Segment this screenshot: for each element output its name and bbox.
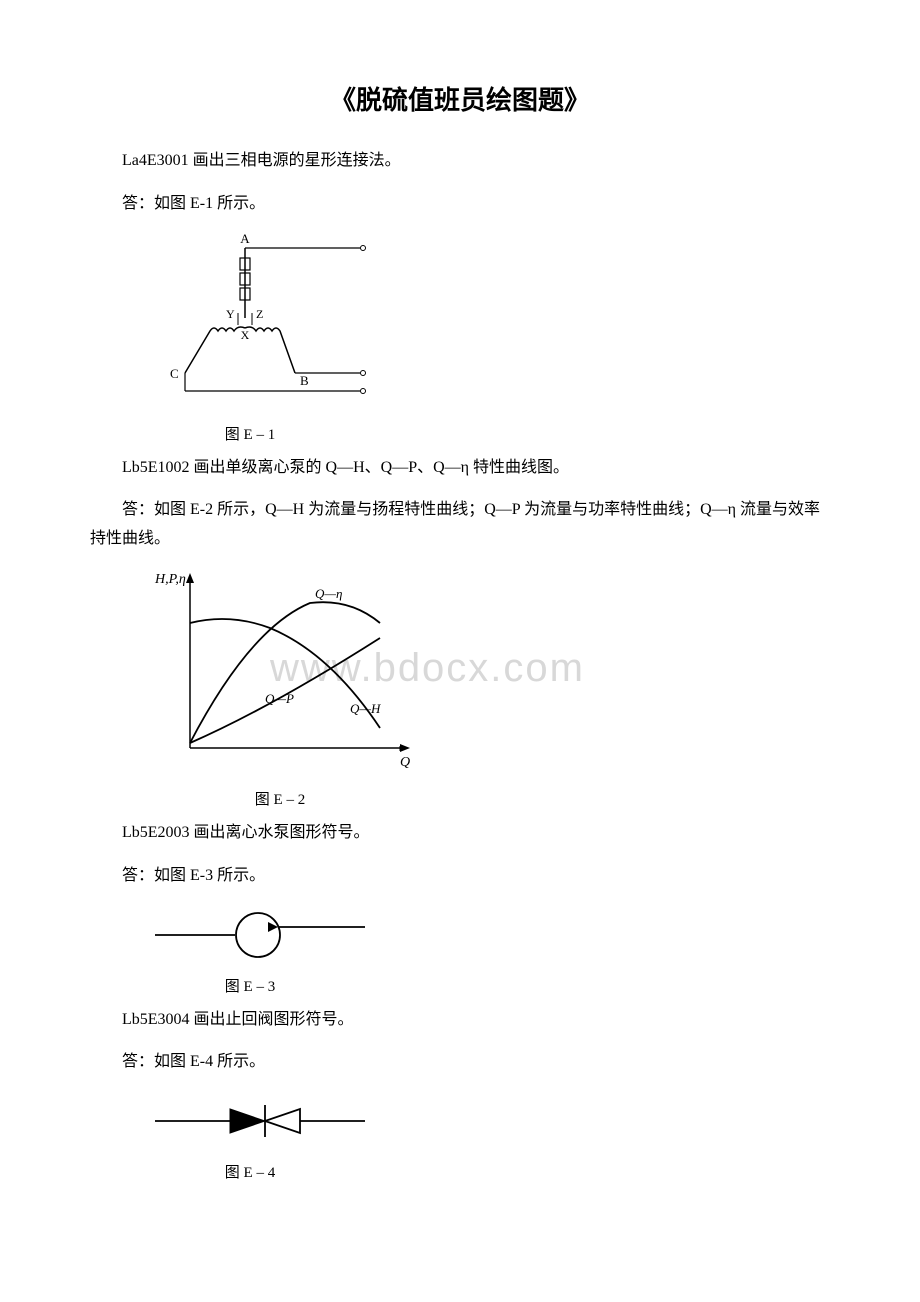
figure-e4: 图 E – 4 [150, 1091, 830, 1182]
svg-text:X: X [241, 328, 250, 342]
q2-question: Lb5E1002 画出单级离心泵的 Q—H、Q—P、Q—η 特性曲线图。 [90, 454, 830, 483]
star-connection-diagram: A Y Z X C B [150, 233, 380, 413]
pump-symbol [150, 905, 370, 965]
q2-answer: 答：如图 E-2 所示，Q—H 为流量与扬程特性曲线；Q—P 为流量与功率特性曲… [90, 496, 830, 554]
figure-e2-caption: 图 E – 2 [150, 788, 410, 809]
q3-question: Lb5E2003 画出离心水泵图形符号。 [90, 819, 830, 848]
page-title: 《脱硫值班员绘图题》 [90, 80, 830, 117]
svg-text:Q—P: Q—P [265, 691, 294, 706]
q1-question: La4E3001 画出三相电源的星形连接法。 [90, 147, 830, 176]
q1-answer: 答：如图 E-1 所示。 [90, 190, 830, 219]
svg-text:Z: Z [256, 307, 263, 321]
svg-text:A: A [240, 233, 250, 246]
svg-text:H,P,η: H,P,η [154, 572, 186, 587]
q4-answer: 答：如图 E-4 所示。 [90, 1048, 830, 1077]
svg-text:Q: Q [400, 755, 410, 770]
pump-curves-diagram: H,P,η Q Q—η Q—P Q—H [150, 568, 430, 778]
q3-answer: 答：如图 E-3 所示。 [90, 862, 830, 891]
svg-text:C: C [170, 366, 179, 381]
figure-e3: 图 E – 3 [150, 905, 830, 996]
check-valve-symbol [150, 1091, 370, 1151]
svg-text:Q—η: Q—η [315, 586, 342, 601]
q4-question: Lb5E3004 画出止回阀图形符号。 [90, 1006, 830, 1035]
svg-text:B: B [300, 373, 309, 388]
figure-e1-caption: 图 E – 1 [150, 423, 350, 444]
svg-text:Q—H: Q—H [350, 701, 381, 716]
document-content: 《脱硫值班员绘图题》 La4E3001 画出三相电源的星形连接法。 答：如图 E… [90, 80, 830, 1182]
figure-e3-caption: 图 E – 3 [150, 975, 350, 996]
svg-text:Y: Y [226, 307, 235, 321]
figure-e2: H,P,η Q Q—η Q—P Q—H 图 E – 2 [150, 568, 830, 809]
figure-e1: A Y Z X C B 图 E – 1 [150, 233, 830, 444]
figure-e4-caption: 图 E – 4 [150, 1161, 350, 1182]
